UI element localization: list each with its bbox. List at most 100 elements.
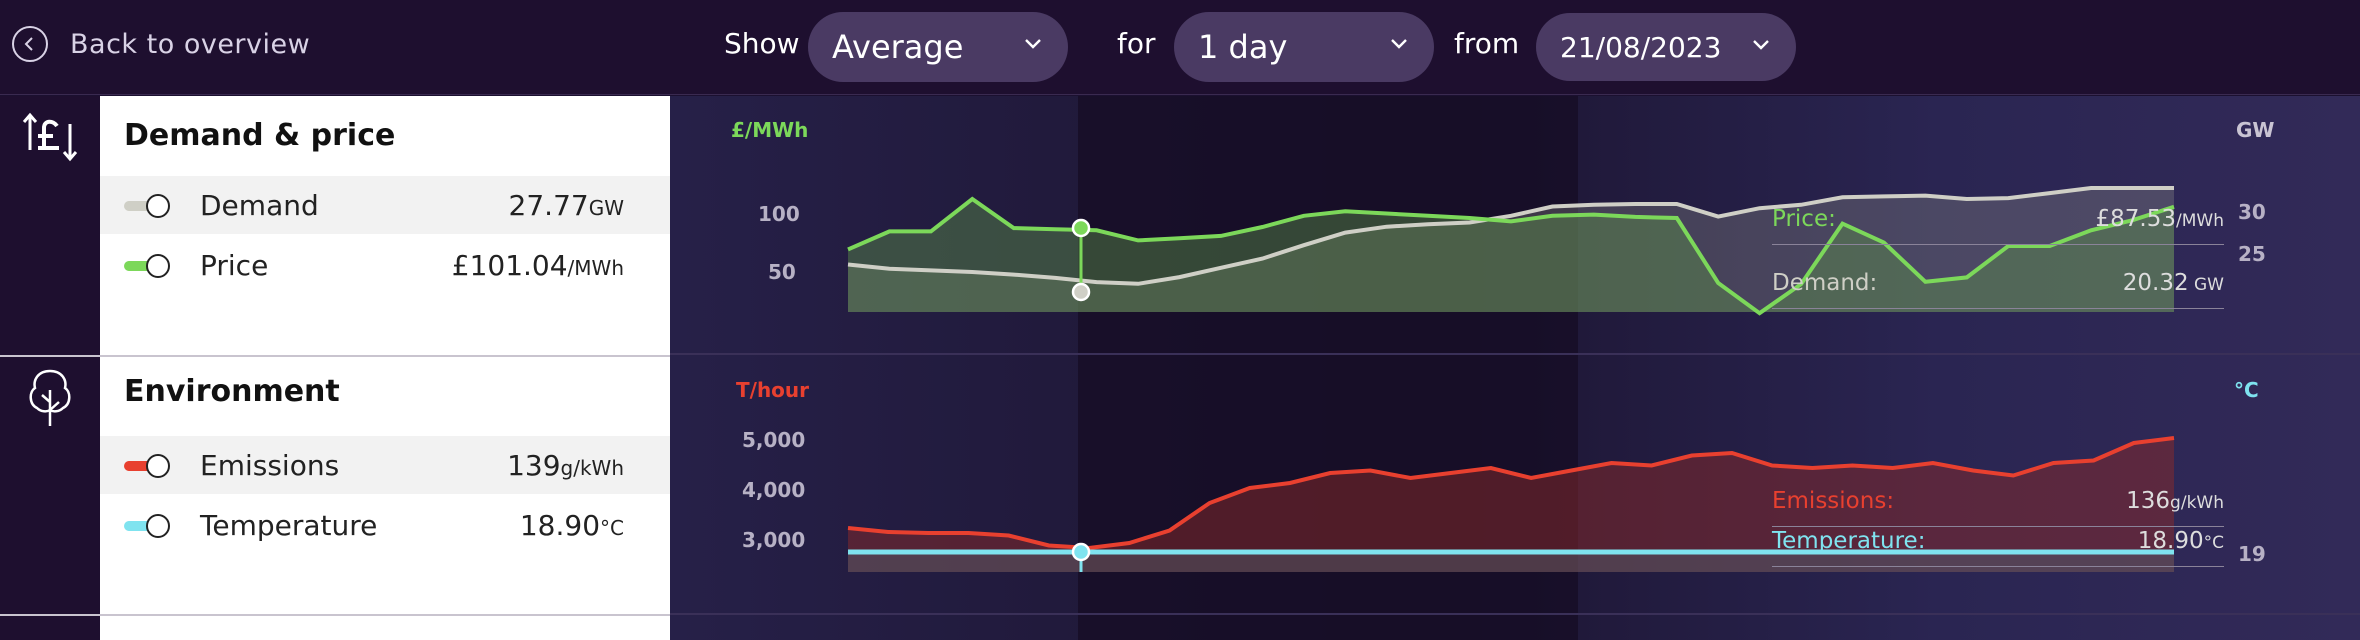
value-number: 18.90: [519, 508, 601, 542]
toggle-knob: [146, 514, 170, 538]
tooltip-underline: [1772, 526, 2224, 527]
row-price[interactable]: Price £101.04/MWh: [100, 236, 670, 294]
chart2-left-unit: T/hour: [736, 378, 810, 402]
tooltip-number: 136: [2126, 488, 2171, 514]
emissions-area: [848, 438, 2174, 572]
show-label: Show: [724, 27, 800, 60]
tooltip-label: Emissions:: [1772, 488, 1895, 514]
hover-point-demand: [1071, 282, 1091, 302]
row-label: Price: [200, 248, 269, 282]
value-unit: GW: [588, 195, 624, 220]
period-dropdown-value: 1 day: [1198, 28, 1288, 66]
row-demand[interactable]: Demand 27.77GW: [100, 176, 670, 234]
row-label: Temperature: [200, 508, 378, 542]
row-label: Emissions: [200, 448, 340, 482]
chevron-left-circle-icon: [12, 26, 48, 62]
toggle-knob: [146, 254, 170, 278]
tooltip-value: 136g/kWh: [2126, 488, 2224, 514]
section-demand-price: Demand & price Demand 27.77GW Price £101…: [100, 96, 670, 354]
value-number: £101.04: [451, 248, 568, 282]
value-unit: g/kWh: [560, 455, 624, 480]
for-label: for: [1117, 27, 1156, 60]
section-divider: [0, 614, 670, 616]
tooltip-underline: [1772, 566, 2224, 567]
tooltip-value: £87.53/MWh: [2096, 206, 2224, 232]
tooltip-unit: /MWh: [2176, 211, 2224, 231]
show-dropdown-value: Average: [832, 28, 964, 66]
date-dropdown[interactable]: 21/08/2023: [1536, 13, 1796, 81]
toggle-knob: [146, 194, 170, 218]
chart1-left-unit: £/MWh: [731, 118, 809, 142]
toggle-knob: [146, 454, 170, 478]
tooltip-value: 18.90°C: [2138, 528, 2224, 554]
top-bar: Back to overview Show Average for 1 day …: [0, 0, 2360, 95]
toggle-track: [124, 461, 166, 471]
tooltip-number: 18.90: [2137, 528, 2204, 554]
emissions-toggle[interactable]: [124, 454, 172, 478]
tree-icon: [0, 368, 100, 428]
section-title: Demand & price: [124, 118, 396, 153]
toggle-track: [124, 201, 166, 211]
value-unit: °C: [600, 515, 624, 540]
row-value: 139g/kWh: [507, 449, 624, 482]
price-area: [848, 199, 2174, 314]
chart2-right-tick: 19: [2238, 542, 2266, 566]
emissions-line: [847, 436, 2175, 551]
row-label: Demand: [200, 188, 319, 222]
chart1-tooltip-price: Price: £87.53/MWh: [1772, 206, 2224, 246]
row-value: 18.90°C: [520, 509, 624, 542]
period-dropdown[interactable]: 1 day: [1174, 12, 1434, 82]
temperature-area: [848, 552, 2174, 572]
metrics-panel: Demand & price Demand 27.77GW Price £101…: [100, 96, 670, 640]
section-title: Environment: [124, 374, 340, 409]
demand-line: [847, 186, 2174, 286]
row-temperature[interactable]: Temperature 18.90°C: [100, 496, 670, 554]
tooltip-value: 20.32 GW: [2123, 270, 2224, 296]
chart2-tooltip-temperature: Temperature: 18.90°C: [1772, 528, 2224, 568]
demand-toggle[interactable]: [124, 194, 172, 218]
from-label: from: [1454, 27, 1520, 60]
back-to-overview-link[interactable]: Back to overview: [12, 26, 310, 62]
value-number: 139: [507, 448, 561, 482]
tooltip-underline: [1772, 244, 2224, 245]
tooltip-label: Temperature:: [1772, 528, 1926, 554]
toggle-track: [124, 261, 166, 271]
chart2-right-unit: °C: [2234, 378, 2259, 402]
chart1-layer: [847, 186, 2175, 316]
chart1-right-tick: 30: [2238, 200, 2266, 224]
temperature-toggle[interactable]: [124, 514, 172, 538]
chart1-right-unit: GW: [2236, 118, 2275, 142]
chart1-right-tick: 25: [2238, 242, 2266, 266]
value-number: 27.77: [508, 188, 589, 222]
chart2-tooltip-emissions: Emissions: 136g/kWh: [1772, 488, 2224, 528]
chevron-down-icon: [1391, 39, 1407, 49]
tooltip-unit: GW: [2188, 275, 2224, 295]
tooltip-unit: g/kWh: [2170, 493, 2224, 513]
tooltip-label: Demand:: [1772, 270, 1878, 296]
pound-arrows-icon: [0, 110, 100, 166]
chart2-left-tick: 4,000: [742, 478, 806, 502]
value-unit: /MWh: [567, 255, 624, 280]
row-value: 27.77GW: [509, 189, 624, 222]
chart1-left-tick: 50: [768, 260, 796, 284]
chart1-left-tick: 100: [758, 202, 800, 226]
toggle-track: [124, 521, 166, 531]
tooltip-unit: °C: [2203, 533, 2224, 553]
price-line: [847, 196, 2175, 316]
chart-area[interactable]: £/MWh GW 100 50 30 25 Price: £87.53/MWh …: [670, 96, 2360, 640]
chart2-left-tick: 3,000: [742, 528, 806, 552]
tooltip-number: 20.32: [2122, 270, 2189, 296]
tooltip-number: £87.53: [2095, 206, 2177, 232]
show-dropdown[interactable]: Average: [808, 12, 1068, 82]
section-environment: Environment Emissions 139g/kWh Temperatu…: [100, 356, 670, 614]
row-emissions[interactable]: Emissions 139g/kWh: [100, 436, 670, 494]
price-toggle[interactable]: [124, 254, 172, 278]
tooltip-underline: [1772, 308, 2224, 309]
chart2-left-tick: 5,000: [742, 428, 806, 452]
row-value: £101.04/MWh: [452, 249, 624, 282]
chevron-down-icon: [1025, 39, 1041, 49]
section-icon-column: [0, 96, 100, 640]
hover-point-price: [1071, 218, 1091, 238]
chart2-layer: [847, 436, 2175, 572]
section-divider: [0, 355, 670, 357]
